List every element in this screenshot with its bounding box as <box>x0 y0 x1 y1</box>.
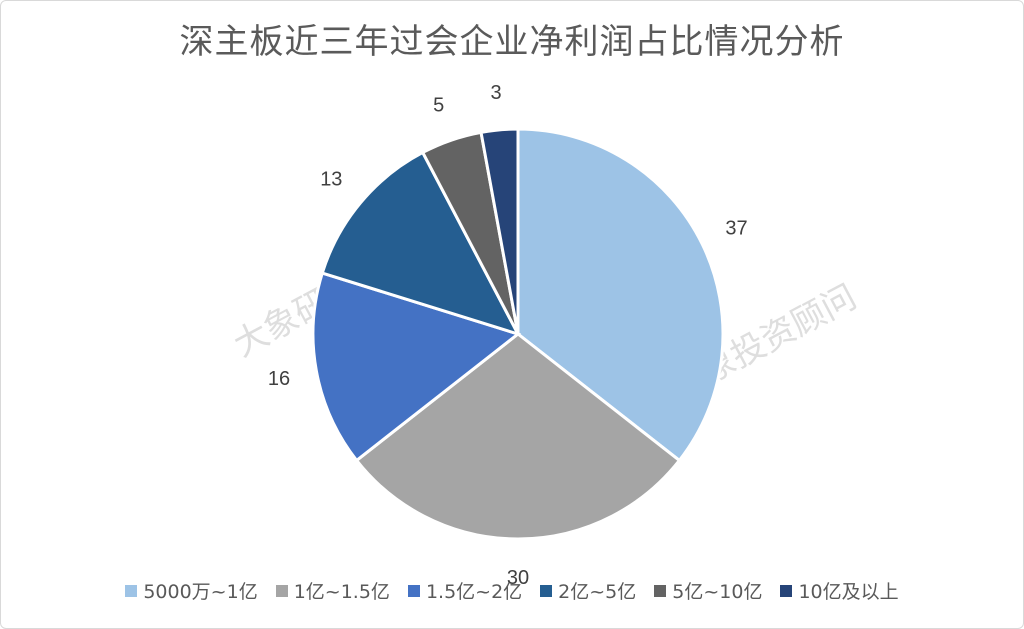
legend-label: 5亿~10亿 <box>672 581 763 603</box>
legend-label: 5000万~1亿 <box>143 581 258 603</box>
pie-slice-4 <box>320 150 522 337</box>
legend-label: 1亿~1.5亿 <box>293 581 390 603</box>
pie-slice-6 <box>479 127 520 335</box>
legend-label: 1.5亿~2亿 <box>425 581 523 603</box>
pie-slice-2 <box>354 332 682 541</box>
legend-label: 10亿及以上 <box>798 581 899 603</box>
data-label-5: 5 <box>433 94 444 116</box>
legend-label: 2亿~5亿 <box>558 581 637 603</box>
chart-legend: 5000万~1亿 1亿~1.5亿 1.5亿~2亿 2亿~5亿 5亿~10亿 10亿及以上 <box>0 577 1024 604</box>
data-label-2: 30 <box>507 567 529 589</box>
legend-item-6: 10亿及以上 <box>780 577 899 604</box>
legend-swatch <box>407 584 420 597</box>
legend-swatch <box>780 584 793 597</box>
data-label-3: 16 <box>268 368 290 390</box>
chart-title: 深主板近三年过会企业净利润占比情况分析 <box>179 22 845 62</box>
legend-item-5: 5亿~10亿 <box>654 577 762 604</box>
data-label-1: 37 <box>725 218 747 240</box>
data-label-6: 3 <box>490 82 501 104</box>
legend-swatch <box>125 584 138 597</box>
legend-item-1: 5000万~1亿 <box>125 577 258 604</box>
legend-item-3: 1.5亿~2亿 <box>407 577 523 604</box>
legend-swatch <box>654 584 667 597</box>
legend-swatch <box>540 584 553 597</box>
data-label-4: 13 <box>320 168 342 190</box>
legend-item-2: 1亿~1.5亿 <box>275 577 390 604</box>
pie-slice-3 <box>311 271 522 463</box>
legend-item-4: 2亿~5亿 <box>540 577 636 604</box>
legend-swatch <box>275 584 288 597</box>
pie-slice-1 <box>516 127 725 463</box>
